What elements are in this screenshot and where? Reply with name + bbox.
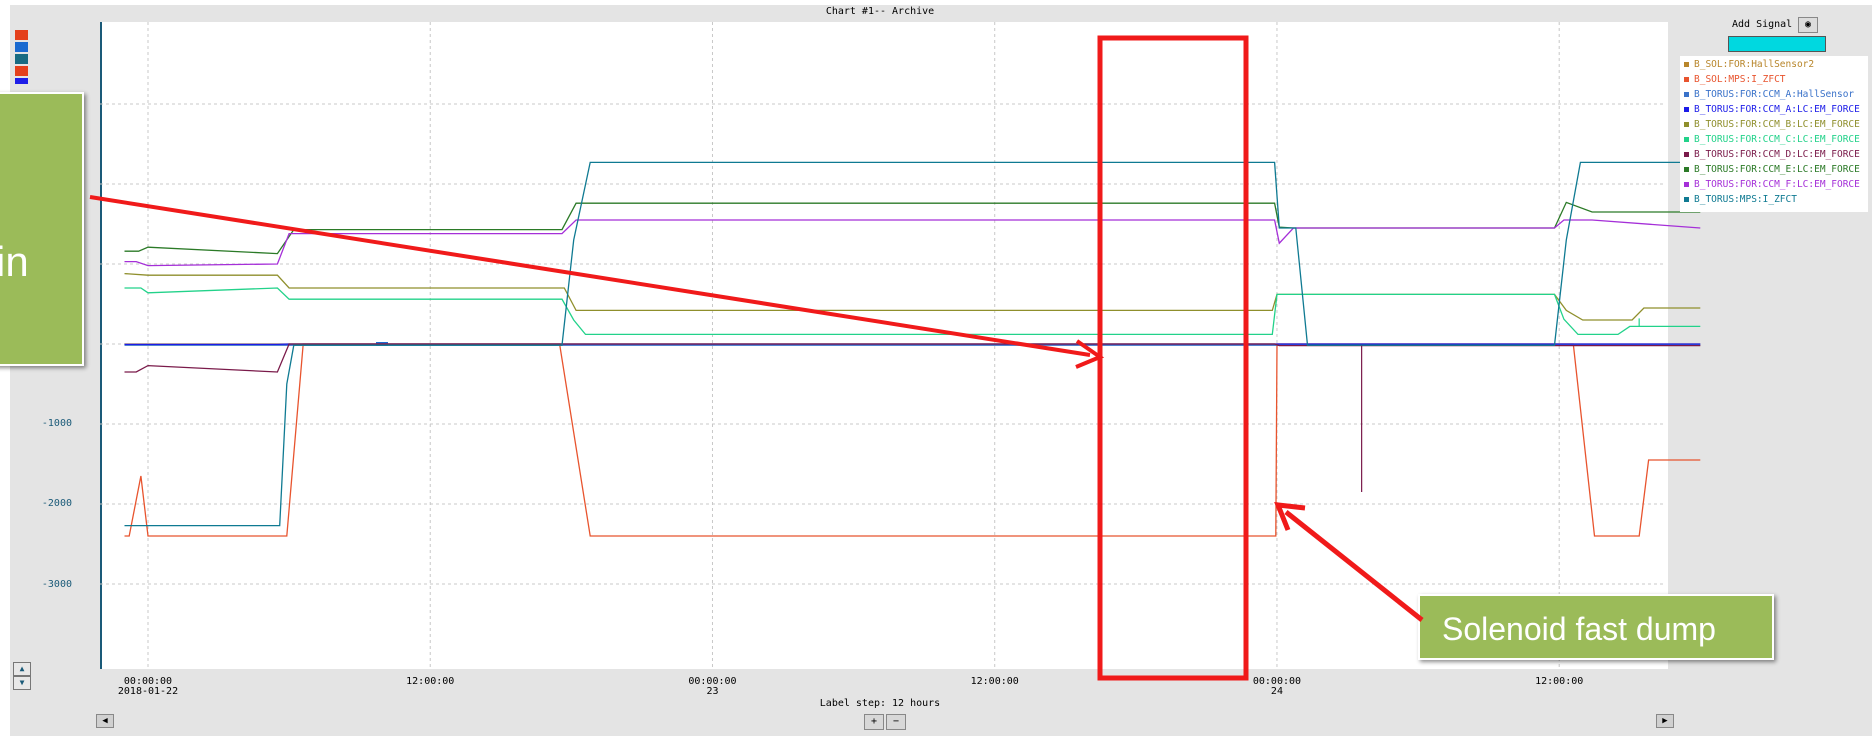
label-step: Label step: 12 hours — [819, 698, 941, 709]
legend-item-8[interactable]: B_TORUS:FOR:CCM_E:LC:EM_FORCE — [1684, 163, 1860, 177]
legend-item-5[interactable]: B_TORUS:FOR:CCM_B:LC:EM_FORCE — [1684, 118, 1860, 132]
y-tick-label: -2000 — [41, 498, 72, 509]
scroll-right-button[interactable]: ▶ — [1656, 714, 1674, 728]
series-line-6 — [124, 287, 1701, 336]
x-tick-label-4: 12:00:00 — [970, 676, 1019, 687]
callout-solenoid-fast-dump: Solenoid fast dump — [1418, 594, 1774, 660]
legend-marker — [1684, 197, 1689, 202]
highlight-box — [1097, 35, 1249, 681]
scroll-left-button[interactable]: ◀ — [96, 714, 114, 728]
zoom-in-button[interactable]: + — [864, 714, 884, 730]
legend-item-10[interactable]: B_TORUS:MPS:I_ZFCT — [1684, 193, 1797, 207]
legend-item-6[interactable]: B_TORUS:FOR:CCM_C:LC:EM_FORCE — [1684, 133, 1860, 147]
legend-item-2[interactable]: B_SOL:MPS:I_ZFCT — [1684, 73, 1786, 87]
legend-marker — [1684, 92, 1689, 97]
swatch-2[interactable] — [15, 42, 28, 52]
x-tick-label-6: 12:00:00 — [1535, 676, 1584, 687]
arrow-head-right — [1274, 502, 1306, 531]
legend-marker — [1684, 77, 1689, 82]
series-line-8 — [124, 201, 1701, 255]
series-line-7 — [124, 343, 1701, 373]
y-tick-label: -1000 — [41, 418, 72, 429]
swatch-1[interactable] — [15, 30, 28, 40]
x-tick-label-5: 00:00:00 24 — [1252, 676, 1302, 697]
arrow-head-left — [1075, 339, 1105, 369]
legend-item-9[interactable]: B_TORUS:FOR:CCM_F:LC:EM_FORCE — [1684, 178, 1860, 192]
arrow-line-left — [89, 195, 1091, 357]
swatch-3[interactable] — [15, 54, 28, 64]
x-tick-label-2: 12:00:00 — [406, 676, 455, 687]
legend-marker — [1684, 182, 1689, 187]
x-tick-label-3: 00:00:00 23 — [688, 676, 737, 697]
spin-down-button[interactable]: ▼ — [13, 676, 31, 690]
legend-item-3[interactable]: B_TORUS:FOR:CCM_A:HallSensor — [1684, 88, 1854, 102]
swatch-5[interactable] — [15, 78, 28, 84]
series-line-10 — [124, 161, 1701, 527]
arrow-line-right — [1284, 510, 1424, 622]
legend-marker — [1684, 137, 1689, 142]
legend-marker — [1684, 152, 1689, 157]
legend-marker — [1684, 167, 1689, 172]
legend-marker — [1684, 107, 1689, 112]
series-line-5 — [124, 272, 1701, 321]
y-tick-label: -3000 — [41, 579, 72, 590]
legend-item-4[interactable]: B_TORUS:FOR:CCM_A:LC:EM_FORCE — [1684, 103, 1860, 117]
swatch-4[interactable] — [15, 66, 28, 76]
legend-item-1[interactable]: B_SOL:FOR:HallSensor2 — [1684, 58, 1814, 72]
chart-title: Chart #1-- Archive — [825, 6, 935, 17]
callout-left: in — [0, 92, 84, 366]
signal-input[interactable] — [1728, 36, 1826, 52]
legend-item-7[interactable]: B_TORUS:FOR:CCM_D:LC:EM_FORCE — [1684, 148, 1860, 162]
binoculars-icon[interactable]: ◉ — [1798, 17, 1818, 33]
series-line-2 — [124, 343, 1701, 537]
legend-marker — [1684, 62, 1689, 67]
legend-marker — [1684, 122, 1689, 127]
spin-up-button[interactable]: ▲ — [13, 662, 31, 676]
legend: B_SOL:FOR:HallSensor2 B_SOL:MPS:I_ZFCT B… — [1680, 56, 1868, 212]
x-tick-label-1: 00:00:00 2018-01-22 — [117, 676, 179, 697]
series-line-9 — [124, 219, 1701, 267]
add-signal-label: Add Signal — [1732, 19, 1793, 30]
zoom-out-button[interactable]: − — [886, 714, 906, 730]
